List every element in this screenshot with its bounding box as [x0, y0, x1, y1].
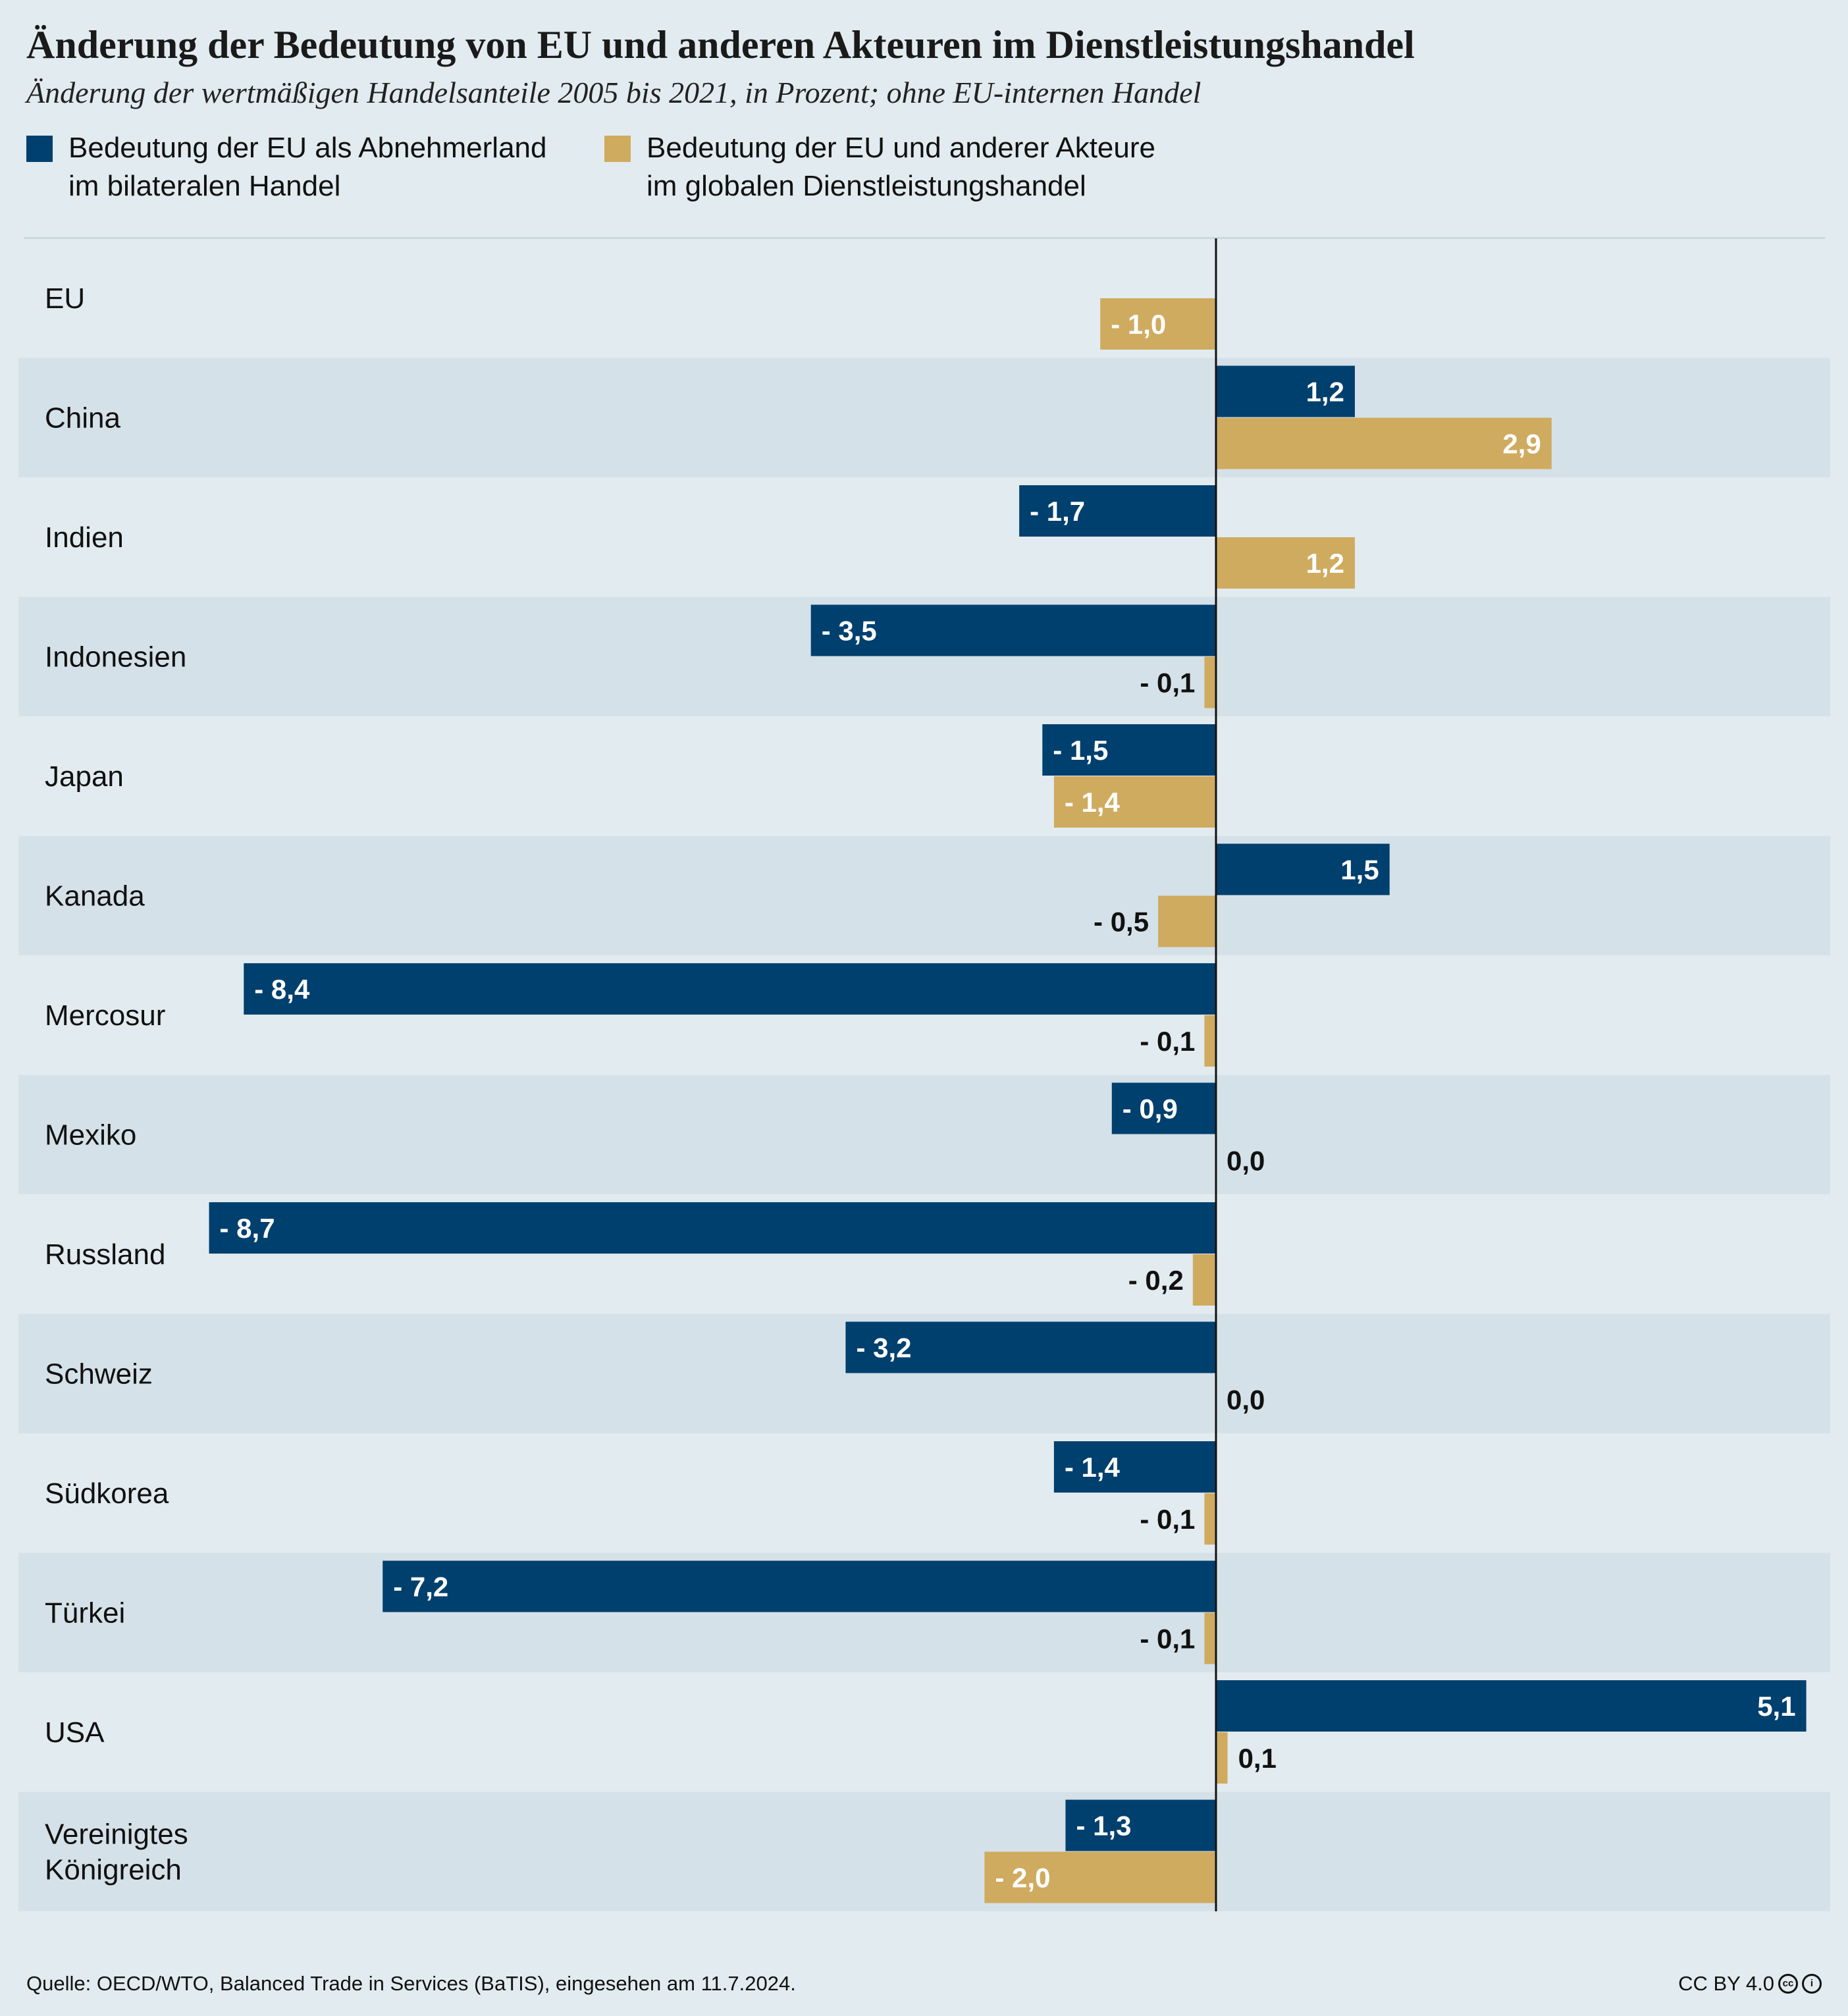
bar-vereinigtes-königreich-series-0: [1065, 1799, 1216, 1851]
legend-swatch-series-1: [604, 136, 631, 162]
category-label-japan: Japan: [45, 760, 124, 793]
row-band-kanada: [18, 836, 1830, 955]
bar-usa-series-1: [1216, 1732, 1228, 1784]
legend-swatch-series-0: [26, 136, 53, 162]
cc-icon: cc: [1778, 1974, 1798, 1994]
bar-usa-series-0: [1216, 1680, 1807, 1732]
data-label-indonesien-series-0: - 3,5: [822, 616, 877, 647]
data-label-kanada-series-0: 1,5: [1340, 855, 1379, 886]
category-label-china: China: [45, 402, 120, 434]
data-label-eu-series-1: - 1,0: [1111, 309, 1166, 340]
bar-indonesien-series-1: [1204, 656, 1216, 708]
data-label-mercosur-series-0: - 8,4: [254, 974, 310, 1005]
bar-russland-series-1: [1192, 1254, 1216, 1306]
bar-schweiz-series-0: [845, 1321, 1216, 1373]
bar-türkei-series-0: [383, 1560, 1216, 1612]
bar-china-series-0: [1216, 365, 1355, 417]
bar-eu-series-1: [1100, 298, 1216, 350]
data-label-indien-series-0: - 1,7: [1030, 496, 1085, 527]
category-label-südkorea: Südkorea: [45, 1477, 169, 1510]
bar-südkorea-series-1: [1204, 1493, 1216, 1545]
data-label-russland-series-1: - 0,2: [1128, 1265, 1184, 1296]
data-label-usa-series-0: 5,1: [1757, 1691, 1795, 1722]
license-text: CC BY 4.0: [1678, 1972, 1774, 1995]
legend-label-series-0: Bedeutung der EU als Abnehmerland im bil…: [68, 132, 547, 202]
category-label-indonesien: Indonesien: [45, 641, 186, 673]
row-band-china: [18, 358, 1830, 477]
bar-mexiko-series-0: [1111, 1082, 1216, 1134]
bar-kanada-series-0: [1216, 843, 1390, 895]
bar-kanada-series-1: [1158, 895, 1216, 947]
data-label-indien-series-1: 1,2: [1306, 548, 1344, 579]
bar-südkorea-series-0: [1053, 1441, 1216, 1493]
data-label-japan-series-0: - 1,5: [1053, 735, 1108, 766]
data-label-russland-series-0: - 8,7: [220, 1213, 275, 1244]
data-label-türkei-series-0: - 7,2: [393, 1572, 448, 1603]
data-label-mexiko-series-1: 0,0: [1227, 1146, 1265, 1177]
bar-china-series-1: [1216, 417, 1552, 469]
data-label-südkorea-series-0: - 1,4: [1065, 1452, 1121, 1483]
category-label-indien: Indien: [45, 521, 124, 554]
row-band-vereinigtes-königreich: [18, 1791, 1830, 1911]
data-label-mexiko-series-0: - 0,9: [1122, 1094, 1178, 1125]
data-label-indonesien-series-1: - 0,1: [1140, 668, 1195, 699]
category-label-vereinigtes-königreich: Vereinigtes Königreich: [45, 1818, 188, 1886]
data-label-südkorea-series-1: - 0,1: [1140, 1504, 1195, 1535]
bar-japan-series-0: [1042, 724, 1216, 776]
category-label-schweiz: Schweiz: [45, 1358, 153, 1390]
category-label-kanada: Kanada: [45, 880, 145, 912]
bar-mercosur-series-1: [1204, 1015, 1216, 1067]
data-label-kanada-series-1: - 0,5: [1094, 907, 1149, 938]
legend-item-series-0: Bedeutung der EU als Abnehmerland im bil…: [26, 129, 547, 205]
chart-subtitle: Änderung der wertmäßigen Handelsanteile …: [26, 76, 1201, 109]
data-label-japan-series-1: - 1,4: [1065, 787, 1121, 818]
bar-indien-series-0: [1019, 485, 1216, 537]
bar-vereinigtes-königreich-series-1: [984, 1851, 1216, 1903]
bar-russland-series-0: [209, 1202, 1216, 1254]
category-label-eu: EU: [45, 282, 85, 315]
bar-türkei-series-1: [1204, 1612, 1216, 1664]
category-label-mexiko: Mexiko: [45, 1119, 136, 1151]
chart-title: Änderung der Bedeutung von EU und andere…: [26, 23, 1415, 66]
data-label-türkei-series-1: - 0,1: [1140, 1624, 1195, 1655]
data-label-schweiz-series-1: 0,0: [1227, 1385, 1265, 1416]
data-label-china-series-1: 2,9: [1502, 429, 1541, 460]
by-person-icon: i: [1802, 1974, 1822, 1994]
bar-indonesien-series-0: [810, 604, 1216, 656]
category-label-mercosur: Mercosur: [45, 999, 165, 1032]
category-label-usa: USA: [45, 1716, 105, 1749]
data-label-vereinigtes-königreich-series-0: - 1,3: [1076, 1811, 1131, 1842]
bar-japan-series-1: [1053, 776, 1216, 828]
data-label-vereinigtes-königreich-series-1: - 2,0: [995, 1863, 1050, 1894]
category-label-türkei: Türkei: [45, 1597, 125, 1629]
top-divider: [24, 237, 1825, 239]
legend-item-series-1: Bedeutung der EU und anderer Akteure im …: [604, 129, 1155, 205]
data-label-usa-series-1: 0,1: [1238, 1743, 1277, 1774]
row-band-mexiko: [18, 1074, 1830, 1194]
legend-label-series-1: Bedeutung der EU und anderer Akteure im …: [647, 132, 1155, 202]
category-label-russland: Russland: [45, 1238, 165, 1271]
bar-mercosur-series-0: [244, 963, 1216, 1015]
data-label-china-series-0: 1,2: [1306, 377, 1344, 408]
source-note: Quelle: OECD/WTO, Balanced Trade in Serv…: [26, 1972, 796, 1995]
license-note: CC BY 4.0 cc i: [1678, 1970, 1822, 1998]
bar-indien-series-1: [1216, 537, 1355, 589]
data-label-schweiz-series-0: - 3,2: [856, 1333, 911, 1364]
data-label-mercosur-series-1: - 0,1: [1140, 1026, 1195, 1057]
